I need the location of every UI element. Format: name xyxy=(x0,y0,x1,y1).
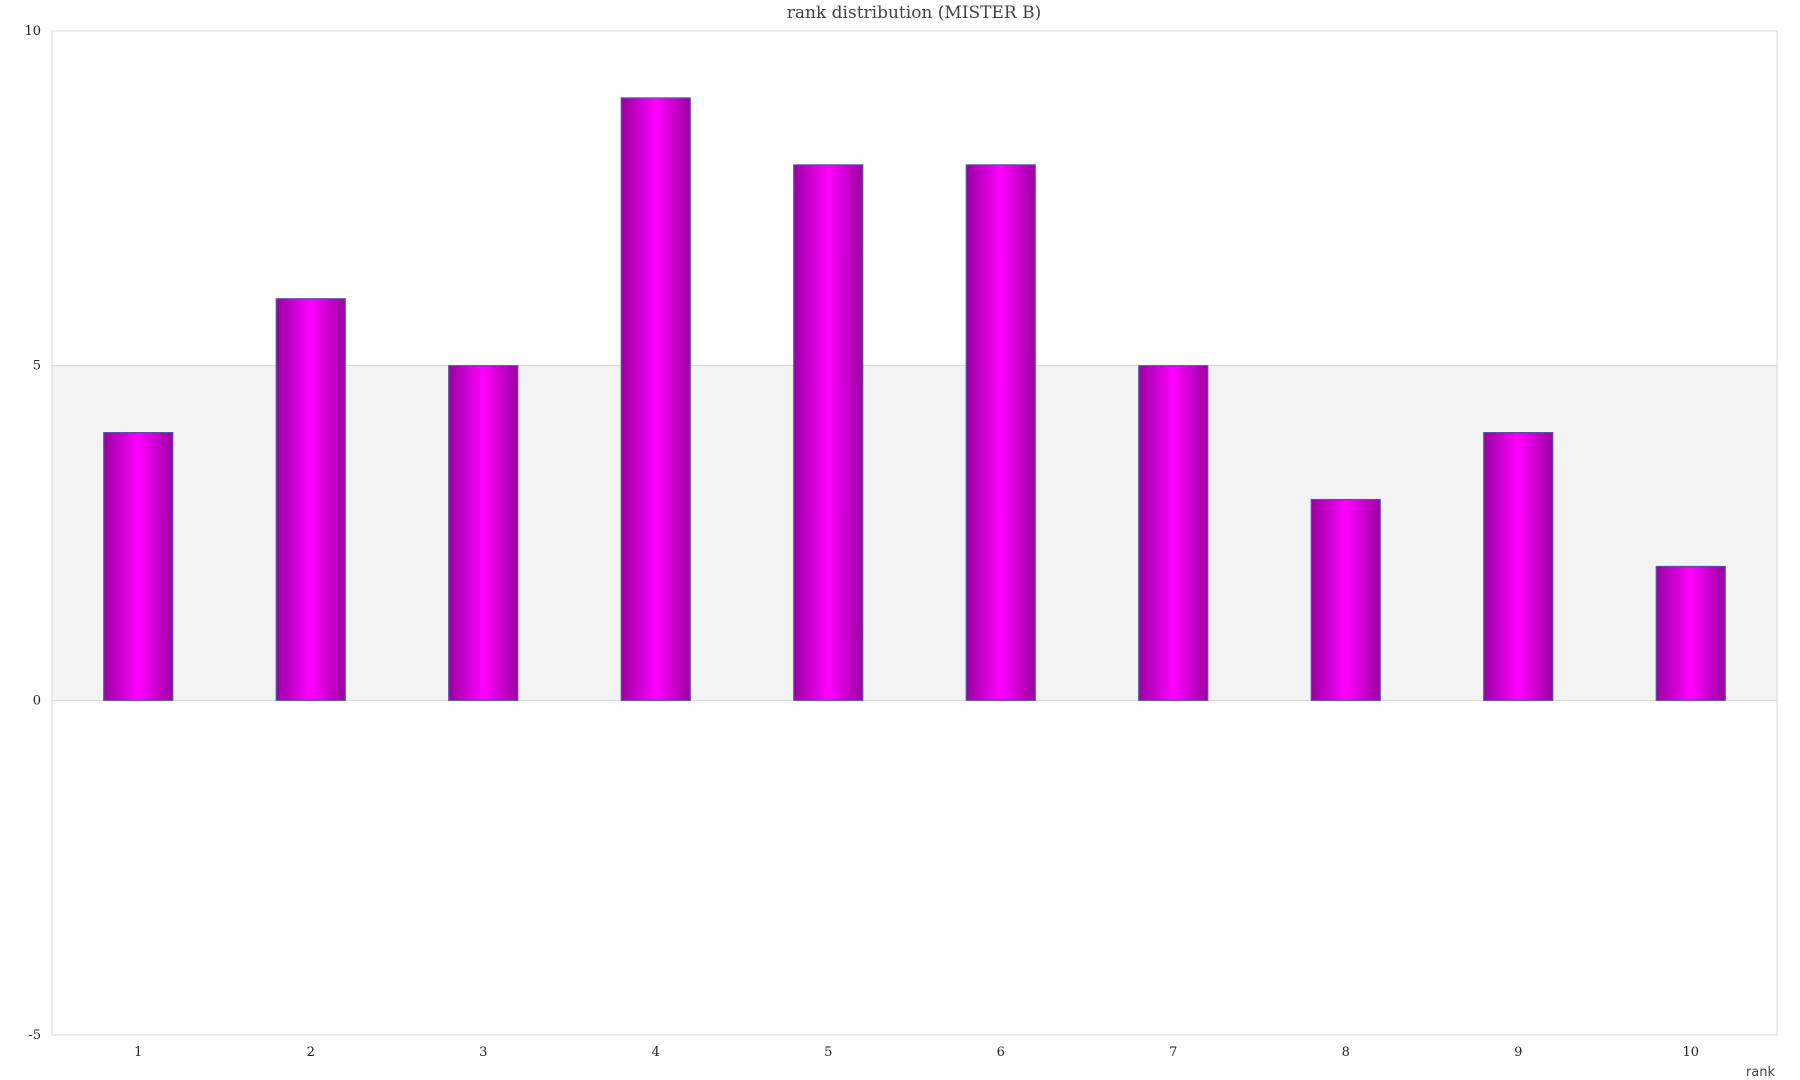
bar-rank-6 xyxy=(965,164,1036,701)
y-tick-label: 5 xyxy=(33,359,41,374)
bar-rank-9 xyxy=(1483,432,1554,701)
y-tick-label: 10 xyxy=(24,24,41,39)
bar-rank-10 xyxy=(1655,565,1726,701)
bar-rank-7 xyxy=(1138,365,1209,701)
x-tick-label: 5 xyxy=(824,1045,832,1060)
bar-rank-4 xyxy=(620,97,691,701)
bar-rank-1 xyxy=(103,432,174,701)
y-tick-label: 0 xyxy=(33,693,41,708)
plot-frame xyxy=(51,30,1778,1036)
bar-rank-3 xyxy=(448,365,519,701)
x-tick-label: 8 xyxy=(1342,1045,1350,1060)
x-tick-label: 7 xyxy=(1169,1045,1177,1060)
bar-rank-8 xyxy=(1310,498,1381,701)
x-tick-label: 1 xyxy=(134,1045,142,1060)
x-tick-label: 6 xyxy=(997,1045,1005,1060)
bar-rank-5 xyxy=(793,164,864,701)
y-tick-label: -5 xyxy=(28,1028,41,1043)
x-tick-label: 10 xyxy=(1682,1045,1699,1060)
x-axis-label: rank xyxy=(1746,1065,1776,1080)
x-tick-label: 9 xyxy=(1514,1045,1522,1060)
chart-title: rank distribution (MISTER B) xyxy=(787,3,1042,23)
x-tick-label: 4 xyxy=(652,1045,660,1060)
bar-rank-2 xyxy=(275,298,346,701)
x-tick-label: 2 xyxy=(307,1045,315,1060)
x-tick-label: 3 xyxy=(479,1045,487,1060)
